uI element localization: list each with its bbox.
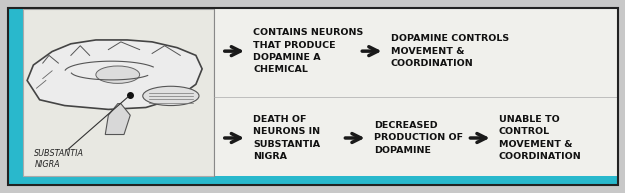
Text: DEATH OF
NEURONS IN
SUBSTANTIA
NIGRA: DEATH OF NEURONS IN SUBSTANTIA NIGRA bbox=[253, 115, 320, 161]
FancyBboxPatch shape bbox=[8, 173, 618, 185]
Text: CONTAINS NEURONS
THAT PRODUCE
DOPAMINE A
CHEMICAL: CONTAINS NEURONS THAT PRODUCE DOPAMINE A… bbox=[253, 28, 363, 74]
Text: DOPAMINE CONTROLS
MOVEMENT &
COORDINATION: DOPAMINE CONTROLS MOVEMENT & COORDINATIO… bbox=[391, 35, 509, 68]
Polygon shape bbox=[105, 104, 130, 135]
Text: UNABLE TO
CONTROL
MOVEMENT &
COORDINATION: UNABLE TO CONTROL MOVEMENT & COORDINATIO… bbox=[499, 115, 581, 161]
Text: DECREASED
PRODUCTION OF
DOPAMINE: DECREASED PRODUCTION OF DOPAMINE bbox=[374, 121, 463, 155]
FancyBboxPatch shape bbox=[214, 9, 618, 176]
Polygon shape bbox=[27, 40, 202, 109]
Ellipse shape bbox=[96, 66, 139, 83]
FancyBboxPatch shape bbox=[8, 8, 23, 185]
Ellipse shape bbox=[142, 86, 199, 106]
Text: SUBSTANTIA
NIGRA: SUBSTANTIA NIGRA bbox=[34, 149, 84, 169]
FancyBboxPatch shape bbox=[23, 9, 214, 176]
